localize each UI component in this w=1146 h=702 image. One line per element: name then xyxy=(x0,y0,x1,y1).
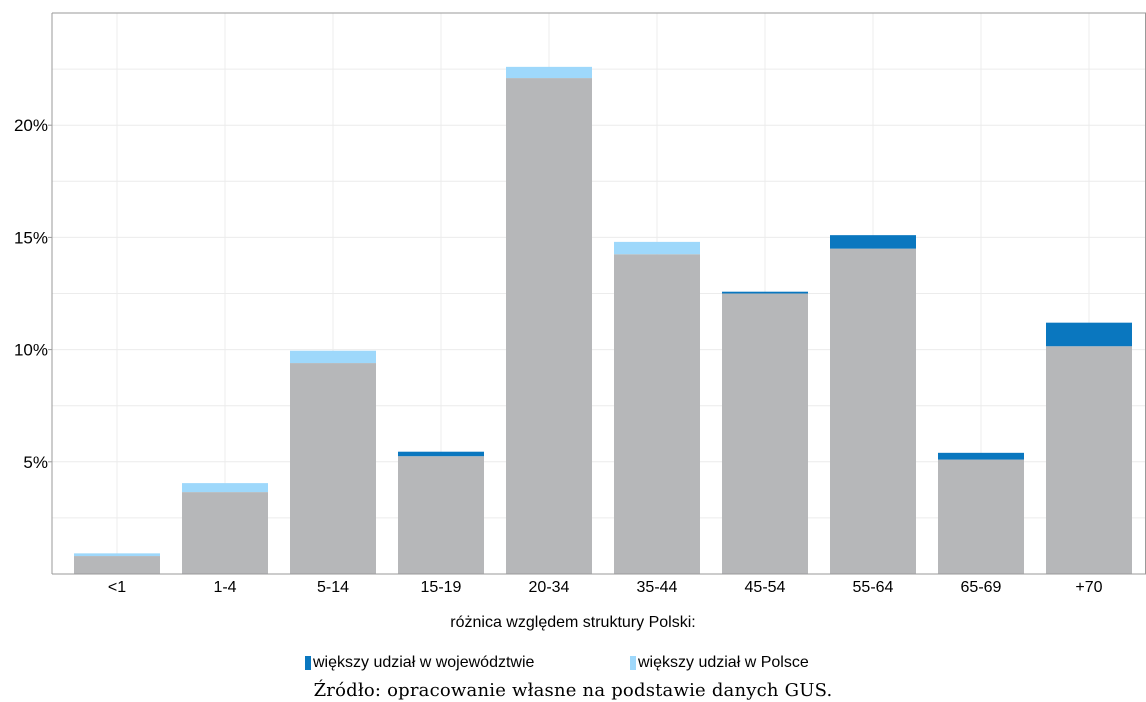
bar-base-1-4 xyxy=(182,492,268,574)
x-tick-labels: <1 1-4 5-14 15-19 20-34 35-44 45-54 55-64 65-69 +… xyxy=(108,579,1103,596)
legend-swatch-polska xyxy=(630,656,636,670)
x-tick-label: 65-69 xyxy=(961,579,1002,596)
bar-base-55-64 xyxy=(830,248,916,574)
legend-swatch-wojewodztwo xyxy=(305,656,311,670)
bar-excess-55-64 xyxy=(830,235,916,249)
bar-excess-45-54 xyxy=(722,291,808,294)
y-tick-label: 20% xyxy=(14,116,48,135)
x-tick-label: 5-14 xyxy=(317,579,349,596)
bar-base-20-34 xyxy=(506,78,592,575)
legend-title: różnica względem struktury Polski: xyxy=(450,614,696,631)
legend-item-wojewodztwo: większy udział w województwie xyxy=(305,654,534,672)
x-tick-label: 55-64 xyxy=(853,579,894,596)
bar-base-5-14 xyxy=(290,363,376,574)
x-tick-label: 45-54 xyxy=(745,579,786,596)
y-tick-label: 5% xyxy=(23,453,48,472)
x-tick-label: 20-34 xyxy=(529,579,570,596)
x-tick-label: 1-4 xyxy=(213,579,236,596)
legend-label-wojewodztwo: większy udział w województwie xyxy=(313,654,535,671)
bar-base-<1 xyxy=(74,556,160,574)
bar-excess-+70 xyxy=(1046,322,1132,347)
bar-excess-15-19 xyxy=(398,451,484,457)
bar-excess-5-14 xyxy=(290,350,376,364)
bar-base-65-69 xyxy=(938,459,1024,574)
bars-group xyxy=(74,66,1132,575)
x-tick-label: +70 xyxy=(1075,579,1102,596)
bar-excess-<1 xyxy=(74,553,160,557)
bar-base-45-54 xyxy=(722,293,808,574)
bar-chart: 5% 10% 15% 20% <1 1-4 5-14 15-19 20-34 35-44 45-5… xyxy=(14,12,1146,596)
source-note: Źródło: opracowanie własne na podstawie … xyxy=(313,680,833,701)
y-tick-label: 15% xyxy=(14,228,48,247)
x-tick-label: 15-19 xyxy=(421,579,462,596)
bar-excess-20-34 xyxy=(506,66,592,79)
bar-base-35-44 xyxy=(614,254,700,575)
x-tick-label: <1 xyxy=(108,579,126,596)
bar-base-15-19 xyxy=(398,456,484,574)
bar-excess-1-4 xyxy=(182,483,268,493)
x-tick-label: 35-44 xyxy=(637,579,678,596)
bar-excess-65-69 xyxy=(938,452,1024,460)
legend-label-polska: większy udział w Polsce xyxy=(638,654,809,671)
y-tick-labels: 5% 10% 15% 20% xyxy=(14,116,52,472)
bar-base-+70 xyxy=(1046,346,1132,574)
y-tick-label: 10% xyxy=(14,341,48,360)
legend-item-polska: większy udział w Polsce xyxy=(630,654,809,672)
bar-excess-35-44 xyxy=(614,241,700,255)
